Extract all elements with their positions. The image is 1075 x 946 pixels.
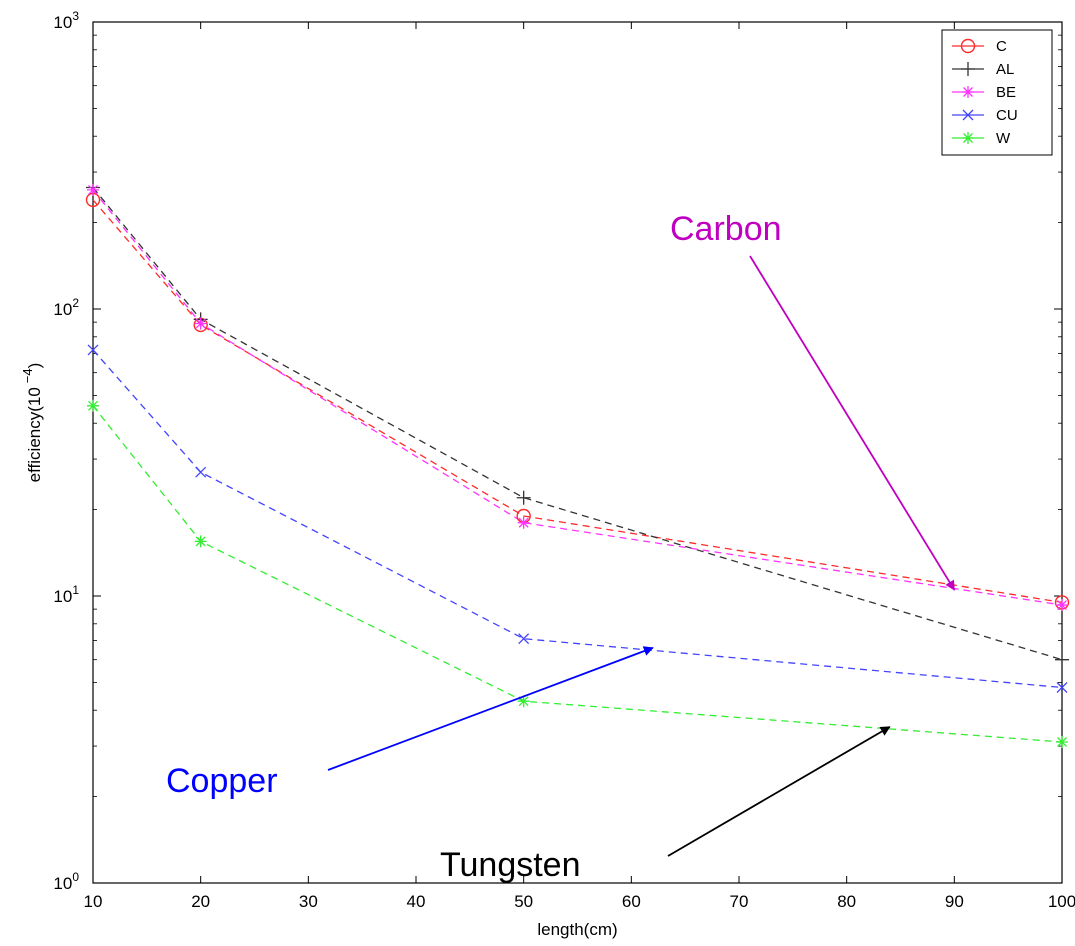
- x-tick-label: 10: [84, 892, 103, 911]
- plot-border: [92, 21, 1063, 884]
- x-tick-label: 90: [945, 892, 964, 911]
- data-point-be: [194, 317, 207, 330]
- data-point-w: [1056, 735, 1068, 748]
- series-markers: [85, 180, 1070, 748]
- y-tick-exponent: 2: [72, 296, 79, 310]
- annotations: Carbon Copper Tungsten: [166, 210, 956, 884]
- legend-marker-c: [960, 38, 976, 54]
- legend-label-cu: CU: [996, 107, 1018, 124]
- data-point-cu: [1056, 682, 1068, 693]
- x-tick-label: 50: [514, 892, 533, 911]
- y-axis-title-base: efficiency(10: [25, 387, 44, 482]
- annotation-label-tungsten: Tungsten: [440, 846, 581, 884]
- y-tick-label: 102: [53, 296, 79, 319]
- legend-label-w: W: [996, 130, 1011, 147]
- data-point-w: [194, 535, 207, 548]
- y-tick-label: 100: [53, 870, 79, 893]
- annotation-label-carbon: Carbon: [670, 210, 782, 248]
- data-point-w: [517, 695, 530, 708]
- x-tick-label: 70: [730, 892, 749, 911]
- legend: C AL BE CU W: [941, 29, 1053, 156]
- y-tick-exponent: 1: [72, 583, 79, 597]
- annotation-label-copper: Copper: [166, 762, 278, 800]
- legend-marker-al: [961, 62, 975, 76]
- data-point-be: [87, 183, 99, 196]
- legend-marker-be: [962, 86, 974, 98]
- y-tick-exponent: 3: [72, 9, 79, 23]
- series-lines: [92, 187, 1063, 743]
- series-line-be: [92, 189, 1063, 606]
- y-tick-exponent: 0: [72, 870, 79, 884]
- series-line-cu: [92, 349, 1063, 689]
- y-axis-title-close: ): [25, 363, 44, 369]
- annotation-arrow-copper: [327, 646, 654, 771]
- x-tick-label: 30: [299, 892, 318, 911]
- legend-label-c: C: [996, 38, 1007, 55]
- series-line-al: [92, 187, 1063, 661]
- x-axis-title: length(cm): [537, 920, 617, 939]
- annotation-arrow-carbon: [749, 255, 956, 591]
- x-tick-label: 20: [191, 892, 210, 911]
- axis-ticks: 10 20 30 40 50 60 70 80 90 100100101102103length(…: [20, 9, 1075, 939]
- annotation-arrow-tungsten: [667, 726, 891, 857]
- series-line-c: [92, 199, 1063, 604]
- data-point-cu: [195, 466, 207, 478]
- data-point-al: [516, 490, 531, 505]
- legend-label-be: BE: [996, 84, 1016, 101]
- x-tick-label: 40: [407, 892, 426, 911]
- data-point-be: [1056, 599, 1068, 612]
- y-axis-title-exponent: −4: [20, 368, 35, 383]
- y-axis-title: efficiency(10 −4): [20, 363, 44, 483]
- data-point-cu: [87, 344, 99, 356]
- y-tick-base: 10: [53, 300, 72, 319]
- y-tick-base: 10: [53, 587, 72, 606]
- data-point-al: [1055, 652, 1069, 667]
- y-tick-label: 103: [53, 9, 79, 32]
- data-point-cu: [518, 633, 530, 645]
- legend-label-al: AL: [996, 61, 1014, 78]
- x-tick-label: 60: [622, 892, 641, 911]
- y-tick-label: 101: [53, 583, 79, 606]
- plot-frame: [92, 21, 1063, 884]
- legend-marker-cu: [962, 109, 974, 121]
- data-point-w: [87, 399, 99, 412]
- data-point-be: [517, 516, 530, 529]
- x-tick-label: 100: [1048, 892, 1075, 911]
- legend-marker-w: [962, 132, 974, 144]
- x-tick-label: 80: [837, 892, 856, 911]
- y-tick-base: 10: [53, 13, 72, 32]
- y-tick-base: 10: [53, 874, 72, 893]
- series-line-w: [92, 405, 1063, 743]
